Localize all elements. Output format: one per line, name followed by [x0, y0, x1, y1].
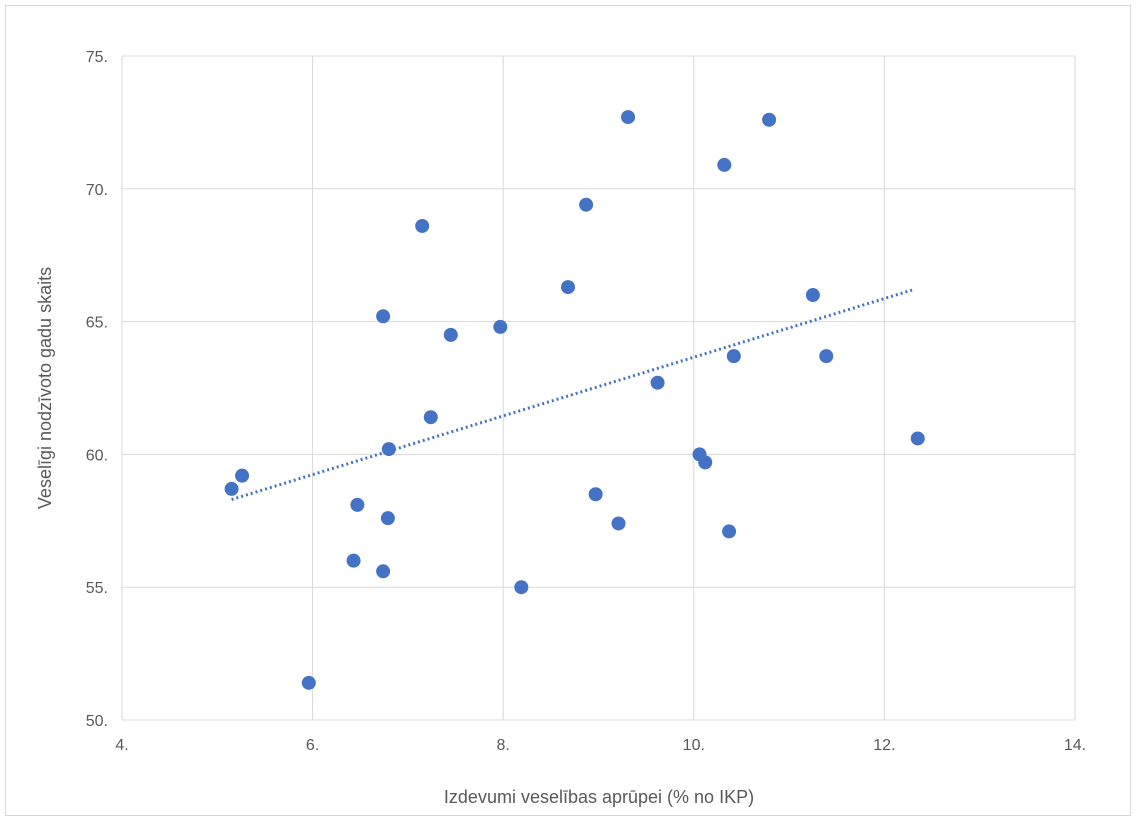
y-tick-label: 75.: [86, 49, 108, 66]
data-point: [717, 157, 732, 172]
data-point: [561, 280, 576, 295]
data-point: [579, 197, 594, 212]
x-axis-title: Izdevumi veselības aprūpei (% no IKP): [444, 787, 754, 807]
data-point: [346, 553, 361, 568]
x-tick-label: 10.: [683, 737, 705, 754]
data-point: [722, 524, 737, 539]
x-tick-label: 12.: [873, 737, 895, 754]
data-point: [698, 455, 713, 470]
y-tick-label: 55.: [86, 580, 108, 597]
data-point: [381, 442, 396, 457]
data-point: [611, 516, 626, 531]
data-point: [762, 112, 777, 127]
y-axis-ticks: 50. 55. 60. 65. 70. 75.: [86, 49, 108, 730]
x-tick-label: 14.: [1064, 737, 1086, 754]
data-point: [910, 431, 925, 446]
y-axis-title: Veselīgi nodzīvoto gadu skaits: [35, 267, 55, 509]
data-point: [376, 564, 391, 579]
x-tick-label: 4.: [115, 737, 128, 754]
data-point: [514, 580, 529, 595]
data-point: [443, 327, 458, 342]
y-tick-label: 70.: [86, 182, 108, 199]
data-points: [224, 110, 925, 690]
data-point: [376, 309, 391, 324]
trendline-group: [231, 288, 914, 501]
data-point: [621, 110, 636, 125]
data-point: [415, 218, 430, 233]
data-point: [588, 487, 603, 502]
data-point: [301, 675, 316, 690]
data-point: [224, 481, 239, 496]
y-tick-label: 65.: [86, 315, 108, 332]
data-point: [493, 319, 508, 334]
x-tick-label: 8.: [497, 737, 510, 754]
x-axis-ticks: 4. 6. 8. 10. 12. 14.: [115, 737, 1086, 754]
y-tick-label: 60.: [86, 447, 108, 464]
data-point: [350, 497, 365, 512]
data-point: [380, 511, 395, 526]
chart-area: [5, 5, 1131, 816]
data-point: [650, 375, 665, 390]
data-point: [423, 410, 438, 425]
data-point: [726, 349, 741, 364]
x-tick-label: 6.: [306, 737, 319, 754]
grid-lines: [121, 55, 1076, 721]
data-point: [805, 288, 820, 303]
data-point: [235, 468, 250, 483]
y-tick-label: 50.: [86, 713, 108, 730]
data-point: [819, 349, 834, 364]
trendline: [231, 288, 914, 501]
